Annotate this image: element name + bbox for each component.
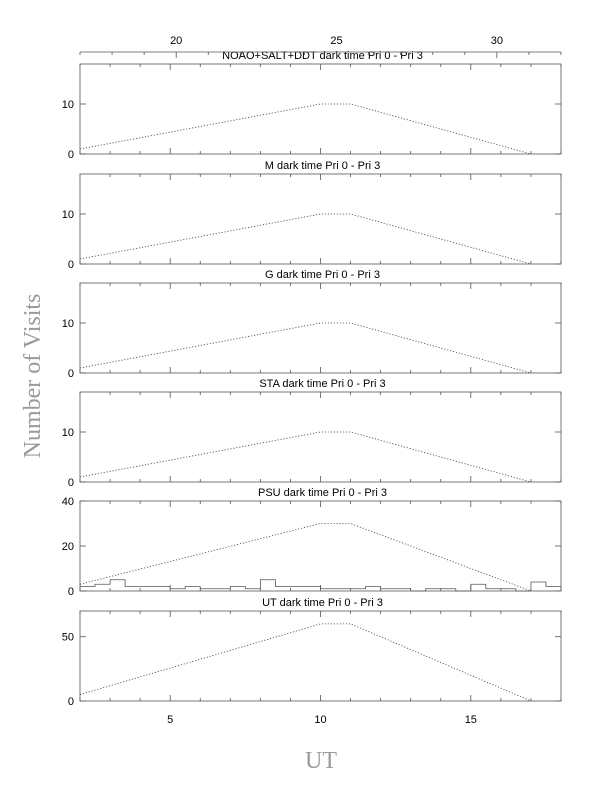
plot-frame <box>79 391 562 483</box>
plot-frame <box>79 610 562 702</box>
dotted-envelope-line <box>79 322 532 374</box>
top-axis-tick-label: 20 <box>170 35 182 47</box>
y-axis-label: Number of Visits <box>20 294 46 459</box>
dotted-envelope-line <box>79 523 532 592</box>
panel-title: G dark time Pri 0 - Pri 3 <box>265 269 380 281</box>
x-tick-label: 15 <box>465 714 477 726</box>
y-tick-label: 10 <box>62 99 74 111</box>
top-axis: 20 25 30 <box>79 35 562 58</box>
x-tick-label: 10 <box>314 714 326 726</box>
y-tick-label: 0 <box>68 477 74 489</box>
dotted-envelope-line <box>79 213 532 265</box>
plot-frame <box>79 500 562 592</box>
plot-frame <box>79 63 562 155</box>
top-axis-tick-label: 25 <box>330 35 342 47</box>
y-tick-label: 10 <box>62 318 74 330</box>
y-tick-label: 0 <box>68 259 74 271</box>
y-tick-label: 0 <box>68 696 74 708</box>
panel-3: G dark time Pri 0 - Pri 3 0 10 <box>62 269 562 380</box>
bottom-axis: 5 10 15 <box>167 714 477 726</box>
dotted-envelope-line <box>79 431 532 483</box>
dotted-envelope-line <box>79 103 532 155</box>
panel-title: STA dark time Pri 0 - Pri 3 <box>259 378 385 390</box>
y-tick-label: 0 <box>68 368 74 380</box>
plot-frame <box>79 173 562 265</box>
plot-frame <box>79 282 562 374</box>
panel-title: PSU dark time Pri 0 - Pri 3 <box>258 487 387 499</box>
y-tick-label: 20 <box>62 541 74 553</box>
y-tick-label: 50 <box>62 632 74 644</box>
panel-2: M dark time Pri 0 - Pri 3 0 10 <box>62 160 562 271</box>
panel-6: UT dark time Pri 0 - Pri 3 0 50 <box>62 597 562 708</box>
dotted-envelope-line <box>79 623 532 702</box>
x-axis-label: UT <box>305 748 337 774</box>
y-tick-label: 40 <box>62 496 74 508</box>
y-tick-label: 10 <box>62 427 74 439</box>
x-tick-label: 5 <box>167 714 173 726</box>
y-tick-label: 10 <box>62 209 74 221</box>
panel-title: M dark time Pri 0 - Pri 3 <box>265 160 381 172</box>
panels: NOAO+SALT+DDT dark time Pri 0 - Pri 3010… <box>62 50 562 708</box>
top-axis-tick-label: 30 <box>491 35 503 47</box>
panel-4: STA dark time Pri 0 - Pri 3 0 10 <box>62 378 562 489</box>
histogram-series <box>79 579 562 592</box>
y-tick-label: 0 <box>68 586 74 598</box>
panel-title: UT dark time Pri 0 - Pri 3 <box>262 597 383 609</box>
y-tick-label: 0 <box>68 149 74 161</box>
panel-5: PSU dark time Pri 0 - Pri 3 0 20 40 <box>62 487 562 598</box>
